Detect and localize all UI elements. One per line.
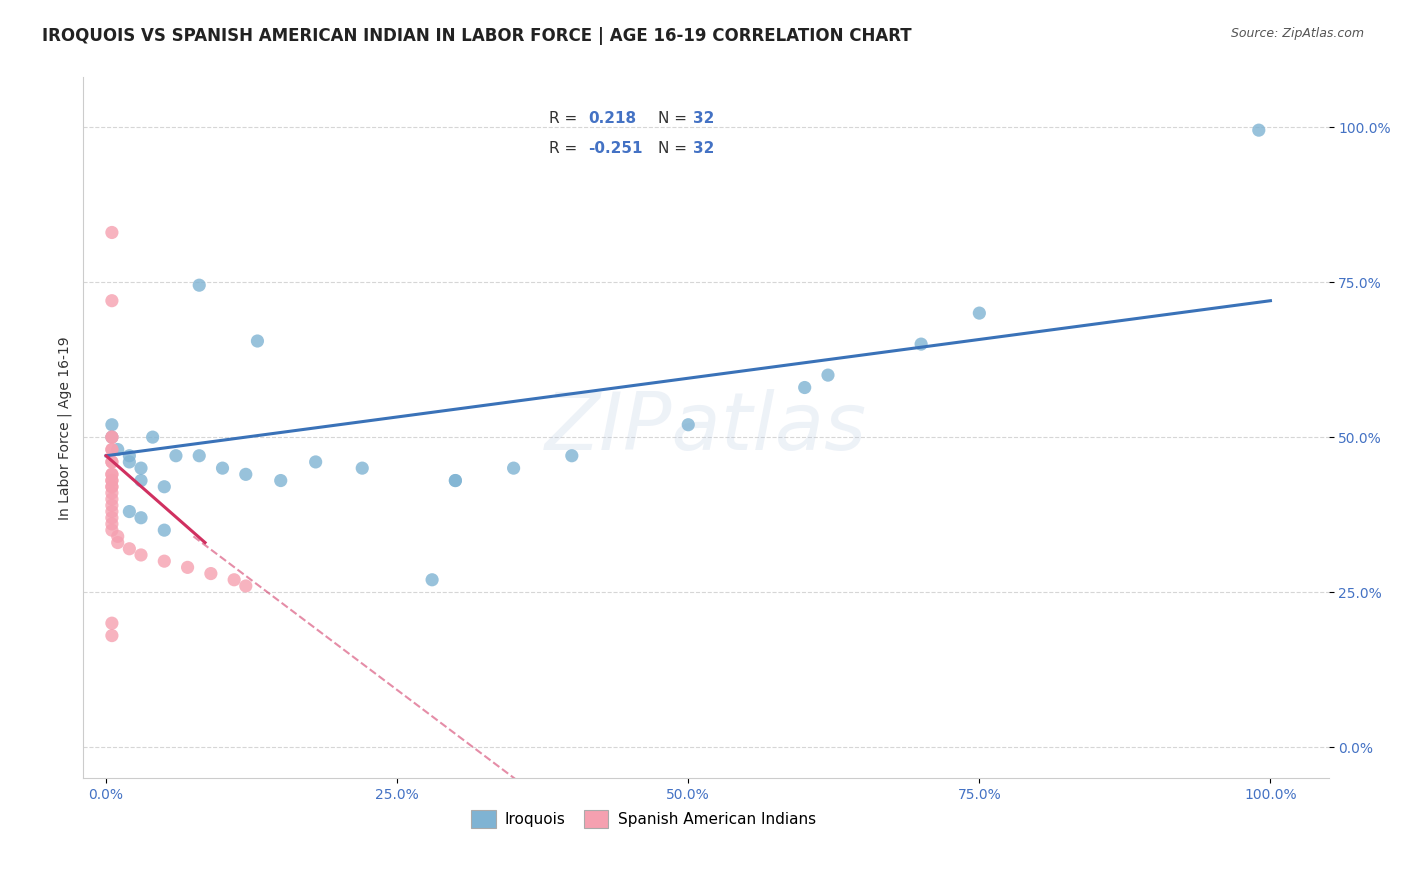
Point	[1247, 123, 1270, 137]
Point	[235, 579, 257, 593]
Point	[118, 449, 141, 463]
Point	[101, 430, 124, 444]
Text: N =: N =	[658, 142, 688, 156]
Point	[910, 337, 932, 351]
Point	[561, 449, 583, 463]
Point	[118, 504, 141, 518]
Point	[101, 430, 124, 444]
Point	[211, 461, 233, 475]
Text: 32: 32	[693, 142, 714, 156]
Point	[224, 573, 246, 587]
Point	[101, 486, 124, 500]
Point	[246, 334, 269, 348]
Point	[101, 499, 124, 513]
Text: 32: 32	[693, 111, 714, 126]
Point	[101, 455, 124, 469]
Point	[101, 417, 124, 432]
Point	[101, 523, 124, 537]
Point	[793, 380, 815, 394]
Point	[101, 616, 124, 631]
Point	[101, 510, 124, 524]
Point	[118, 455, 141, 469]
Y-axis label: In Labor Force | Age 16-19: In Labor Force | Age 16-19	[58, 336, 72, 520]
Point	[101, 455, 124, 469]
Point	[101, 430, 124, 444]
Point	[101, 492, 124, 507]
Point	[188, 449, 211, 463]
Point	[153, 554, 176, 568]
Point	[678, 417, 700, 432]
Point	[969, 306, 991, 320]
Text: R =: R =	[548, 142, 576, 156]
Point	[305, 455, 328, 469]
Point	[101, 467, 124, 482]
Point	[101, 474, 124, 488]
Point	[101, 504, 124, 518]
Point	[101, 516, 124, 531]
Text: ZIPatlas: ZIPatlas	[544, 389, 866, 467]
Point	[502, 461, 524, 475]
Point	[129, 548, 152, 562]
Point	[101, 629, 124, 643]
Point	[352, 461, 374, 475]
Point	[153, 480, 176, 494]
Point	[270, 474, 292, 488]
Text: N =: N =	[658, 111, 688, 126]
Point	[165, 449, 187, 463]
Point	[188, 278, 211, 293]
Point	[444, 474, 467, 488]
Point	[107, 442, 129, 457]
Point	[129, 474, 152, 488]
Point	[101, 480, 124, 494]
Text: Source: ZipAtlas.com: Source: ZipAtlas.com	[1230, 27, 1364, 40]
Point	[142, 430, 165, 444]
Point	[101, 467, 124, 482]
Point	[107, 529, 129, 543]
Point	[420, 573, 443, 587]
Point	[235, 467, 257, 482]
Point	[101, 442, 124, 457]
Text: R =: R =	[548, 111, 576, 126]
Point	[101, 480, 124, 494]
Point	[129, 461, 152, 475]
Point	[101, 226, 124, 240]
Point	[817, 368, 839, 383]
Point	[118, 541, 141, 556]
Point	[107, 535, 129, 549]
Point	[101, 293, 124, 308]
Point	[200, 566, 222, 581]
Text: 0.218: 0.218	[589, 111, 637, 126]
Legend: Iroquois, Spanish American Indians: Iroquois, Spanish American Indians	[465, 804, 823, 834]
Point	[444, 474, 467, 488]
Point	[101, 442, 124, 457]
Point	[176, 560, 198, 574]
Text: -0.251: -0.251	[589, 142, 643, 156]
Text: IROQUOIS VS SPANISH AMERICAN INDIAN IN LABOR FORCE | AGE 16-19 CORRELATION CHART: IROQUOIS VS SPANISH AMERICAN INDIAN IN L…	[42, 27, 912, 45]
Point	[101, 474, 124, 488]
Point	[129, 510, 152, 524]
Point	[153, 523, 176, 537]
